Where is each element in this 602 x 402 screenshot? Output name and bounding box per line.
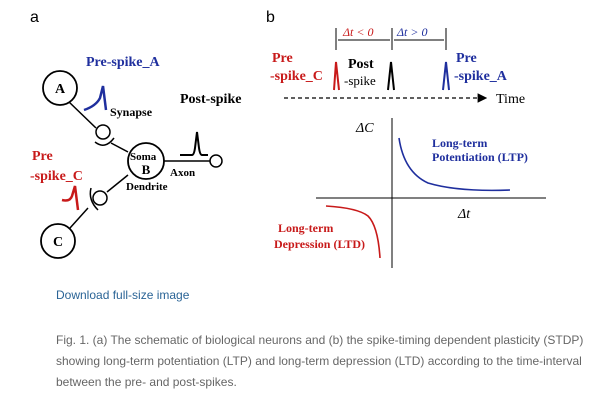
ltp-label-line1: Long-term — [432, 136, 487, 150]
pre-a-label-line1: Pre — [456, 51, 477, 66]
ltd-label-line2: Depression (LTD) — [274, 237, 365, 251]
post-label-line1: Post — [348, 57, 374, 72]
synapse-label: Synapse — [110, 105, 153, 119]
dt-neg-label: Δt < 0 — [342, 25, 373, 39]
panel-a: a A Pre-spike_A Synapse B Soma Axon Post… — [30, 9, 241, 259]
synapse-c-terminal — [92, 190, 108, 206]
dt-pos-label: Δt > 0 — [396, 25, 427, 39]
stdp-figure: a A Pre-spike_A Synapse B Soma Axon Post… — [30, 9, 546, 268]
ltd-label-line1: Long-term — [278, 221, 333, 235]
panel-a-letter: a — [30, 9, 39, 26]
pre-c-spike — [333, 61, 340, 91]
axon-label: Axon — [170, 167, 195, 179]
ltp-label-line2: Potentiation (LTP) — [432, 150, 528, 164]
pre-spike-a-label: Pre-spike_A — [86, 55, 161, 70]
neuron-a-label: A — [55, 82, 66, 97]
synapse-a-cleft — [94, 137, 115, 146]
post-spike-waveform — [180, 131, 208, 156]
download-full-size-image-link[interactable]: Download full-size image — [56, 288, 190, 302]
panel-b: b Δt < 0 Δt > 0 Pre -spike_C Post -spike… — [266, 9, 546, 268]
soma-b — [127, 142, 165, 180]
neuron-c-label: C — [53, 235, 63, 250]
pre-spike-c-label-line2: -spike_C — [30, 169, 83, 184]
pre-spike-c-waveform — [61, 185, 80, 211]
post-label-line2: -spike — [344, 73, 376, 88]
dendrite-label: Dendrite — [126, 181, 168, 193]
time-label: Time — [496, 92, 525, 107]
post-spike — [387, 61, 395, 91]
neuron-a — [42, 70, 78, 106]
ltp-curve — [398, 137, 511, 192]
axon-c-line — [69, 207, 89, 229]
pre-a-spike — [442, 61, 450, 91]
pre-a-label-line2: -spike_A — [454, 69, 508, 84]
figure-caption: Fig. 1. (a) The schematic of biological … — [56, 333, 584, 389]
pre-spike-c-label-line1: Pre — [32, 149, 53, 164]
pre-c-label-line1: Pre — [272, 51, 293, 66]
dendrite-c-line — [106, 174, 129, 193]
dendrite-a-line — [110, 142, 129, 153]
axon-a-line — [67, 100, 97, 129]
ltd-curve — [325, 205, 381, 259]
soma-label: Soma — [130, 151, 157, 163]
synapse-c-cleft — [89, 187, 99, 211]
neuron-b-label: B — [142, 162, 151, 177]
post-spike-label: Post-spike — [180, 92, 241, 107]
pre-c-label-line2: -spike_C — [270, 69, 323, 84]
y-axis-label: ΔC — [355, 121, 374, 136]
neuron-c — [40, 223, 76, 259]
pre-spike-a-waveform — [83, 85, 108, 112]
synapse-a-terminal — [95, 124, 111, 140]
axon-b-terminal — [209, 154, 223, 168]
x-axis-label: Δt — [457, 207, 471, 222]
panel-b-letter: b — [266, 9, 275, 26]
